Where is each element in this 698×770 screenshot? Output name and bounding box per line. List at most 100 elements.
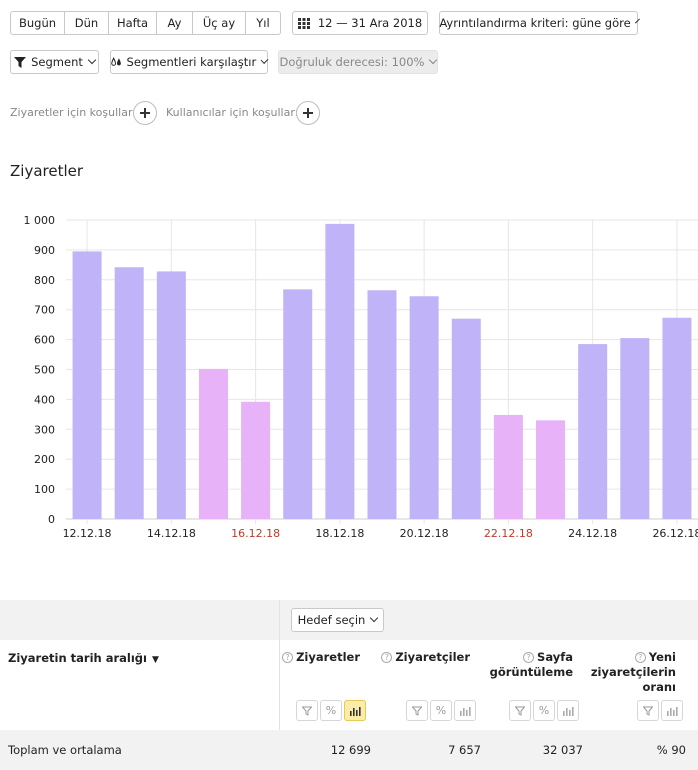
chevron-down-icon: [634, 18, 640, 24]
bar[interactable]: [620, 338, 650, 519]
x-tick-label: 26.12.18: [652, 527, 698, 540]
metric-title: Sayfa: [537, 650, 573, 664]
metric-tools-visitors: %: [406, 700, 476, 721]
chart-bars: [72, 223, 692, 519]
metric-tools-pageviews: %: [509, 700, 579, 721]
y-tick-label: 1 000: [24, 214, 56, 227]
y-tick-label: 700: [34, 304, 55, 317]
tab-quarter[interactable]: Üç ay: [193, 11, 246, 35]
total-new-visitors-rate: % 90: [656, 743, 686, 757]
bar[interactable]: [198, 368, 228, 519]
filter-icon: [14, 56, 27, 68]
date-range-label: 12 — 31 Ara 2018: [317, 16, 423, 30]
bar[interactable]: [451, 318, 481, 519]
add-user-condition-button[interactable]: [296, 101, 320, 125]
tab-yesterday[interactable]: Dün: [65, 11, 109, 35]
total-pageviews: 32 037: [542, 743, 583, 757]
bar[interactable]: [156, 271, 186, 519]
bar[interactable]: [662, 317, 692, 519]
bar[interactable]: [241, 401, 271, 519]
tab-month[interactable]: Ay: [157, 11, 193, 35]
help-icon[interactable]: ?: [634, 652, 646, 663]
metric-header-new-visitors-rate[interactable]: ? Yeni ziyaretçilerin oranı: [591, 650, 676, 695]
bar[interactable]: [325, 223, 355, 519]
chevron-down-icon: [429, 55, 438, 65]
x-tick-label: 16.12.18: [231, 527, 280, 540]
bar[interactable]: [367, 290, 397, 519]
visit-conditions-label: Ziyaretler için koşullar:: [10, 106, 136, 119]
sort-down-icon: ▼: [151, 655, 159, 665]
bar-chart-icon[interactable]: [661, 700, 683, 721]
calendar-icon: [297, 17, 310, 29]
chevron-down-icon: [260, 56, 269, 64]
y-tick-label: 200: [34, 453, 55, 466]
select-goal-label: Hedef seçin: [297, 613, 366, 627]
date-range-button[interactable]: 12 — 31 Ara 2018: [292, 11, 428, 35]
bar-chart-icon[interactable]: [557, 700, 579, 721]
bar[interactable]: [578, 344, 608, 519]
y-tick-label: 300: [34, 423, 55, 436]
bar[interactable]: [283, 289, 313, 519]
percent-icon[interactable]: %: [320, 700, 342, 721]
drops-icon: [111, 57, 121, 66]
tab-year[interactable]: Yıl: [246, 11, 281, 35]
metric-title-line2: görüntüleme: [489, 665, 573, 679]
metric-title: Ziyaretçiler: [395, 650, 470, 664]
bar-chart-icon[interactable]: [344, 700, 366, 721]
bar[interactable]: [409, 296, 439, 519]
metric-title-line3: oranı: [642, 680, 676, 694]
add-visit-condition-button[interactable]: [133, 101, 157, 125]
y-tick-label: 900: [34, 244, 55, 257]
visits-bar-chart: 0 100 200 300 400 500 600 700 800 900 1 000 12.12.…: [24, 214, 698, 540]
total-visitors: 7 657: [448, 743, 481, 757]
accuracy-label: Doğruluk derecesi: 100%: [279, 55, 425, 69]
dimension-header[interactable]: Ziyaretin tarih aralığı ▼: [8, 651, 159, 665]
detail-criteria-dropdown[interactable]: Ayrıntılandırma kriteri: güne göre: [439, 11, 640, 35]
total-row-label: Toplam ve ortalama: [8, 743, 122, 757]
x-axis-labels: 12.12.18 14.12.18 16.12.18 18.12.18 20.12.18…: [63, 527, 698, 540]
metric-title: Yeni: [648, 650, 676, 664]
user-conditions-label: Kullanıcılar için koşullar:: [166, 106, 299, 119]
x-tick-label: 18.12.18: [315, 527, 364, 540]
bar[interactable]: [536, 420, 566, 519]
funnel-icon[interactable]: [296, 700, 318, 721]
x-tick-label: 24.12.18: [568, 527, 617, 540]
metric-tools-visits: %: [296, 700, 366, 721]
x-tick-label: 12.12.18: [63, 527, 112, 540]
funnel-icon[interactable]: [509, 700, 531, 721]
percent-icon[interactable]: %: [430, 700, 452, 721]
tab-week[interactable]: Hafta: [109, 11, 157, 35]
metric-header-pageviews[interactable]: ? Sayfa görüntüleme: [490, 650, 573, 680]
bar-chart-icon[interactable]: [454, 700, 476, 721]
bar[interactable]: [114, 267, 144, 519]
dimension-header-label: Ziyaretin tarih aralığı: [8, 651, 147, 665]
y-tick-label: 400: [34, 393, 55, 406]
y-tick-label: 0: [48, 513, 55, 526]
funnel-icon[interactable]: [406, 700, 428, 721]
help-icon[interactable]: ?: [523, 652, 535, 663]
funnel-icon[interactable]: [637, 700, 659, 721]
bar[interactable]: [493, 414, 523, 519]
data-table: Hedef seçin Ziyaretin tarih aralığı ▼ ? Zi…: [0, 600, 698, 770]
period-tabs: Bugün Dün Hafta Ay Üç ay Yıl: [10, 11, 281, 35]
percent-icon[interactable]: %: [533, 700, 555, 721]
y-tick-label: 500: [34, 364, 55, 377]
tab-today[interactable]: Bugün: [10, 11, 65, 35]
help-icon[interactable]: ?: [282, 652, 294, 663]
y-axis-labels: 0 100 200 300 400 500 600 700 800 900 1 000: [24, 214, 56, 526]
segment-dropdown[interactable]: Segment: [10, 50, 99, 74]
select-goal-button[interactable]: Hedef seçin: [291, 608, 384, 632]
accuracy-dropdown[interactable]: Doğruluk derecesi: 100%: [278, 50, 438, 74]
metric-header-visits[interactable]: ? Ziyaretler: [282, 650, 360, 665]
y-tick-label: 600: [34, 334, 55, 347]
segment-label: Segment: [31, 55, 83, 69]
total-visits: 12 699: [330, 743, 371, 757]
metric-header-visitors[interactable]: ? Ziyaretçiler: [381, 650, 470, 665]
metric-tools-new-visitors-rate: [637, 700, 683, 721]
compare-segments-dropdown[interactable]: Segmentleri karşılaştır: [110, 50, 269, 74]
section-title: Ziyaretler: [10, 162, 84, 180]
bar[interactable]: [72, 251, 102, 519]
y-tick-label: 800: [34, 274, 55, 287]
help-icon[interactable]: ?: [381, 652, 393, 663]
y-tick-label: 100: [34, 483, 55, 496]
